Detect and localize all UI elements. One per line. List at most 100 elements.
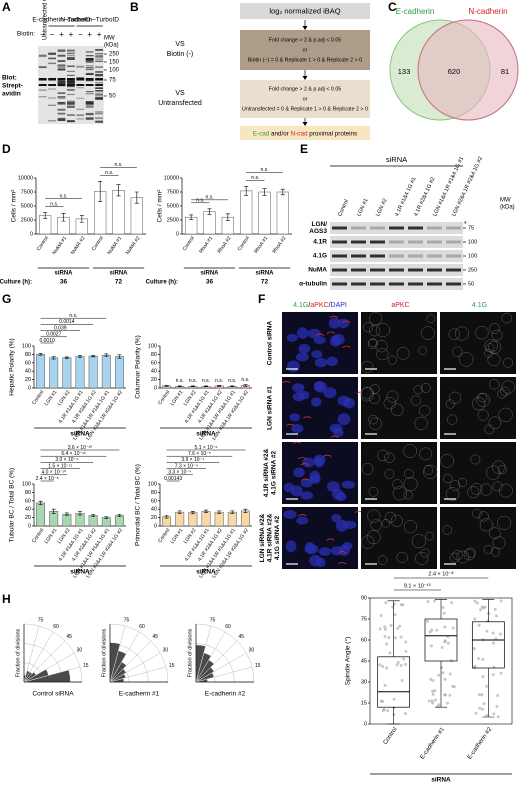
- p-value: 5.1 × 10⁻⁶: [195, 445, 218, 451]
- bar: [101, 517, 111, 527]
- data-point-decor: [491, 631, 495, 635]
- band: [95, 53, 103, 55]
- data-point-decor: [448, 693, 452, 697]
- data-point-decor: [402, 657, 406, 661]
- data-point-decor: [449, 659, 453, 663]
- micrograph: [361, 507, 437, 569]
- band: [48, 104, 56, 107]
- band: [332, 254, 347, 258]
- band: [95, 82, 103, 84]
- band: [85, 57, 94, 60]
- band: [38, 84, 47, 86]
- cell-outline: [384, 469, 395, 479]
- band: [370, 254, 385, 258]
- error-bar: [244, 186, 249, 196]
- cell-outline: [381, 519, 391, 528]
- nucleus: [307, 328, 322, 339]
- cell-outline: [426, 314, 436, 324]
- bar: [240, 190, 253, 235]
- band: [95, 57, 103, 59]
- cell-outline: [452, 346, 463, 357]
- cell-outline: [369, 312, 383, 326]
- label: (kDa): [104, 43, 119, 49]
- bar: [114, 356, 124, 389]
- flow-text-part: proximal proteins: [307, 130, 357, 137]
- error-bar: [98, 181, 103, 202]
- nucleus: [337, 395, 351, 406]
- bar: [188, 512, 198, 527]
- band: [332, 240, 347, 244]
- band: [446, 282, 461, 286]
- nucleus: [318, 547, 332, 556]
- band: [67, 57, 75, 60]
- nucleus: [313, 381, 325, 392]
- theta-tick-label: 30: [249, 647, 255, 653]
- band: [95, 90, 103, 93]
- cell-outline: [492, 481, 503, 492]
- signal: [323, 454, 332, 457]
- label: VS: [175, 41, 185, 48]
- y-tick-label: 0: [154, 385, 157, 391]
- header-part: 4.1G: [293, 302, 308, 309]
- band: [408, 268, 423, 272]
- y-tick-label: 10000: [18, 175, 33, 181]
- bar: [114, 515, 124, 527]
- y-tick-label: 0: [28, 385, 31, 391]
- bar: [88, 515, 98, 527]
- label: 620: [448, 67, 461, 76]
- header-part: /: [308, 302, 310, 309]
- flow-text-part: E-cad: [253, 130, 270, 137]
- error-bar: [38, 353, 43, 356]
- cell-outline: [368, 338, 378, 348]
- data-point-decor: [392, 706, 396, 710]
- label: E-cadherin: [396, 7, 435, 16]
- band: [95, 117, 103, 120]
- theta-tick-label: 75: [210, 618, 216, 624]
- data-point-decor: [493, 607, 497, 611]
- band: [38, 96, 47, 98]
- cell-outline: [489, 323, 500, 334]
- data-point-decor: [481, 658, 485, 662]
- culture-value: 72: [115, 279, 123, 286]
- bar: [258, 191, 271, 235]
- y-tick-label: 40: [25, 507, 31, 513]
- cell-outline: [403, 477, 418, 492]
- cell-outline: [442, 525, 452, 535]
- blot: [330, 236, 463, 248]
- theta-tick-label: 60: [139, 624, 145, 630]
- polar-title: E-cadherin #2: [205, 691, 246, 698]
- cell-outline: [503, 357, 513, 368]
- p-value: 7.3 × 10⁻⁴: [175, 463, 198, 469]
- data-point-decor: [395, 663, 399, 667]
- data-point-decor: [427, 699, 431, 703]
- theta-tick-label: 45: [238, 634, 244, 640]
- label: α-tubulin: [299, 281, 327, 288]
- band: [57, 92, 66, 94]
- cell-outline: [448, 391, 462, 405]
- cell-outline: [489, 378, 500, 390]
- p-value: n.s.: [241, 377, 249, 383]
- nucleus: [314, 357, 328, 368]
- cell-outline: [396, 551, 408, 564]
- error-bar: [190, 511, 195, 515]
- cell-outline: [392, 479, 403, 490]
- band: [408, 282, 423, 286]
- cell-outline: [420, 326, 435, 341]
- label: *: [464, 221, 467, 228]
- cell-outline: [440, 454, 455, 468]
- nucleus: [300, 491, 314, 500]
- bar: [75, 356, 85, 389]
- band: [389, 282, 404, 286]
- band: [85, 51, 94, 53]
- label: Blot:: [2, 75, 17, 82]
- nucleus: [296, 516, 309, 525]
- band: [57, 96, 66, 99]
- x-axis-label: siRNA: [196, 569, 216, 576]
- band: [351, 240, 366, 244]
- band: [38, 65, 47, 68]
- band: [76, 65, 85, 68]
- label: Biotin (−) = 0 & Replicate 1 > 0 & Repli…: [248, 57, 362, 63]
- p-value: 2.4 × 10⁻⁸: [36, 476, 59, 482]
- y-tick-label: 20: [25, 515, 31, 521]
- band: [95, 59, 103, 61]
